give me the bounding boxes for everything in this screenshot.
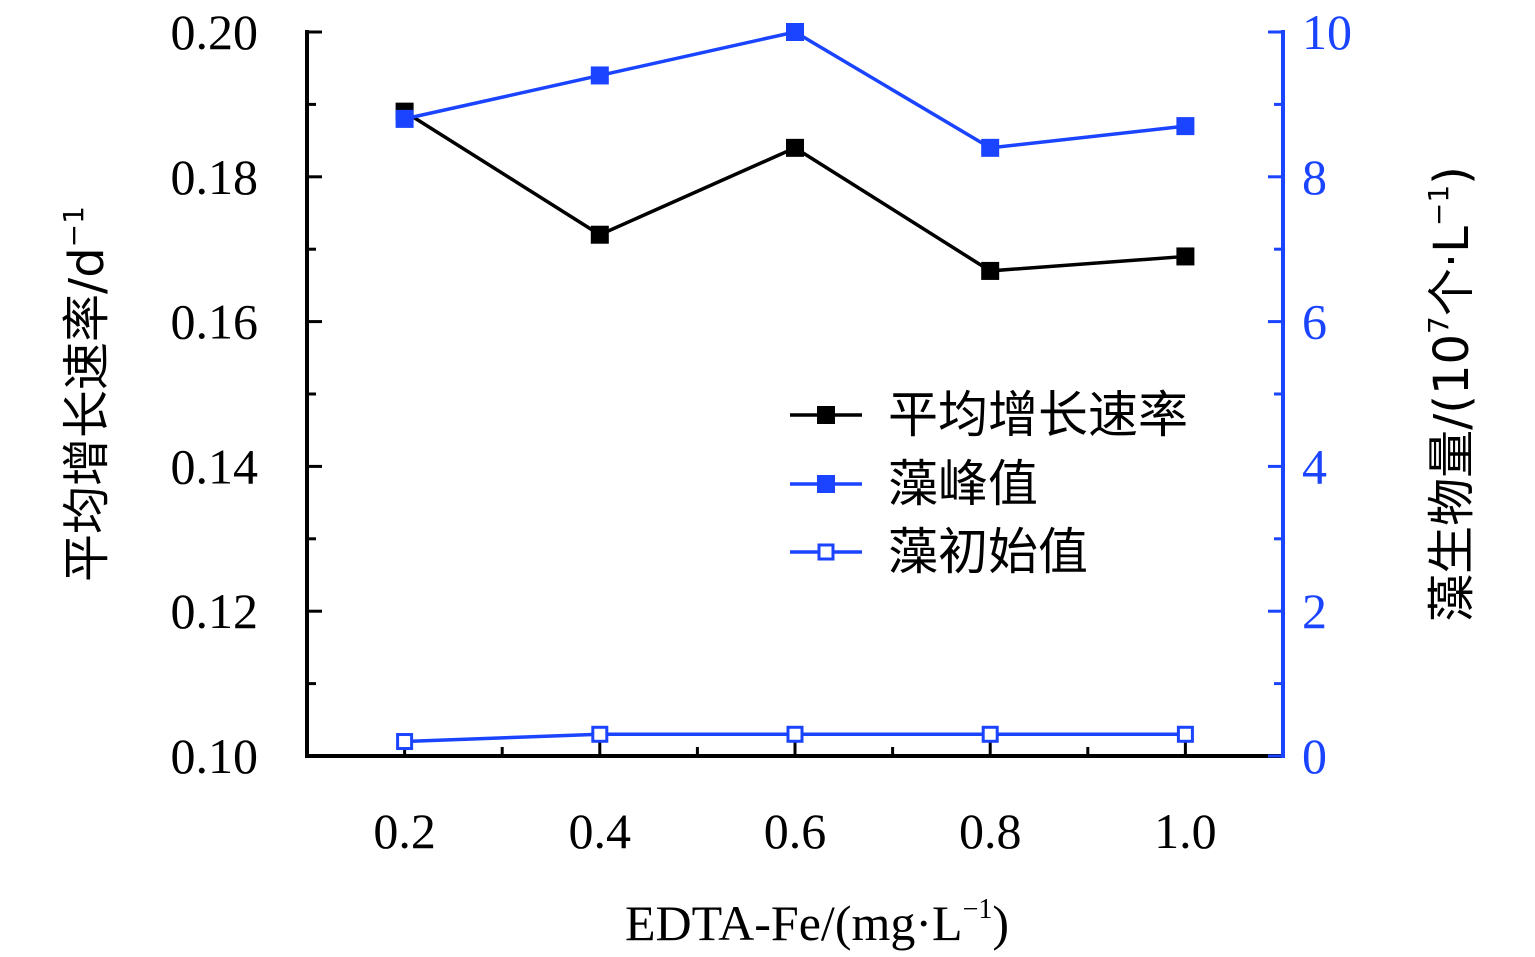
series-point-3	[786, 725, 804, 743]
x-tick-label: 0.2	[373, 803, 436, 859]
x-tick-label: 0.6	[764, 803, 827, 859]
series-point-2	[1176, 117, 1195, 136]
series-line-1	[403, 110, 1186, 273]
legend-label: 平均增长速率	[888, 386, 1188, 444]
series-point-2	[981, 138, 1000, 157]
series-layer	[395, 23, 1195, 751]
series-point-3	[1176, 725, 1194, 743]
x-tick-label: 0.4	[569, 803, 632, 859]
series-point-3	[981, 725, 999, 743]
series-point-2	[395, 109, 414, 128]
legend-marker	[817, 406, 835, 424]
x-tick-label: 0.8	[959, 803, 1022, 859]
series-point-2	[786, 23, 804, 41]
left-tick-label: 0.10	[171, 728, 259, 784]
series-point-1	[786, 138, 804, 157]
series-point-3	[591, 725, 609, 743]
x-tick-label: 1.0	[1154, 803, 1217, 859]
left-tick-label: 0.18	[171, 149, 259, 205]
right-tick-label: 4	[1302, 438, 1327, 494]
left-tick-label: 0.12	[171, 583, 259, 639]
right-tick-label: 6	[1302, 294, 1327, 350]
left-tick-label: 0.20	[171, 4, 259, 60]
legend-label: 藻峰值	[888, 455, 1038, 513]
legend-label: 藻初始值	[888, 523, 1088, 581]
axes: 0.10 0.12 0.14 0.16 0.18 0.20 0 2 4 6 8 10 0.2 0.4 0.6…	[57, 4, 1480, 951]
series-point-3	[396, 733, 414, 751]
right-axis-title: 藻生物量/(107个·L−1)	[1422, 166, 1480, 622]
series-point-1	[981, 261, 1000, 280]
legend-marker	[817, 475, 835, 493]
series-line-2	[404, 30, 1186, 150]
series-point-1	[1176, 247, 1195, 266]
series-point-1	[590, 225, 609, 244]
left-tick-label: 0.14	[171, 438, 259, 494]
x-axis-title: EDTA-Fe/(mg·L−1)	[625, 894, 1009, 951]
series-point-2	[590, 66, 609, 85]
left-tick-label: 0.16	[171, 294, 259, 350]
right-tick-label: 0	[1302, 728, 1327, 784]
right-tick-label: 2	[1302, 583, 1327, 639]
right-tick-label: 10	[1302, 4, 1352, 60]
left-axis-title: 平均增长速率/d−1	[57, 206, 115, 582]
right-tick-label: 8	[1302, 149, 1327, 205]
legend-marker	[817, 543, 835, 561]
